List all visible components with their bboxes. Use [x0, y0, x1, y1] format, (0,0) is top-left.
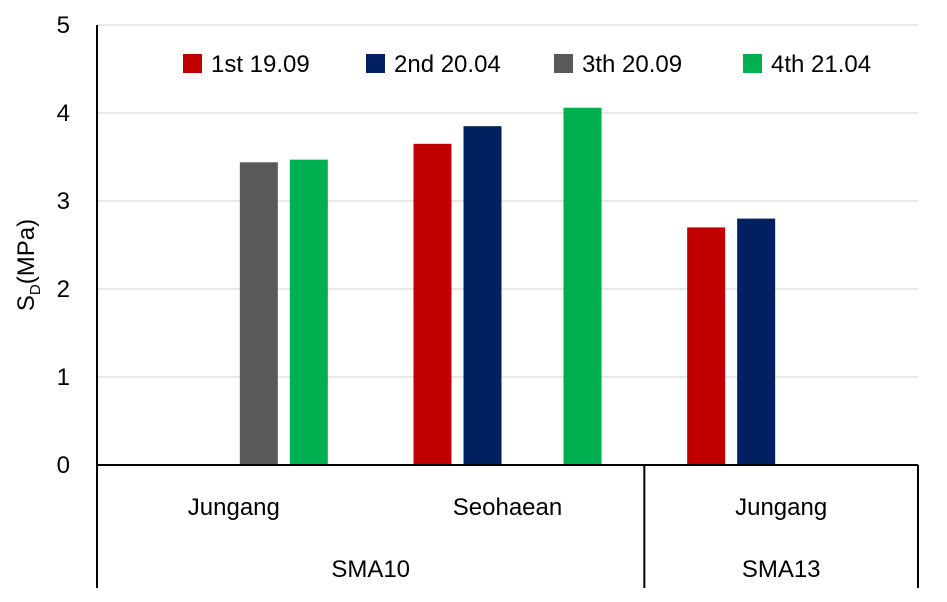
y-axis-label: SD(MPa) [13, 219, 44, 311]
bar [239, 162, 278, 465]
legend-swatch [366, 54, 385, 73]
bar [289, 159, 328, 465]
y-tick-label: 0 [57, 452, 70, 479]
y-tick-label: 3 [57, 188, 70, 215]
bars [239, 107, 776, 466]
y-axis-label-main: S [13, 295, 40, 311]
legend-label: 1st 19.09 [211, 51, 310, 78]
x-category-labels: Jungang Seohaean SMA10 Jungang SMA13 [188, 494, 827, 583]
x-group-label: SMA10 [331, 556, 410, 583]
x-group-label: SMA13 [742, 556, 821, 583]
bar [463, 126, 502, 465]
legend-label: 2nd 20.04 [394, 51, 501, 78]
y-axis-label-sub: D [27, 284, 44, 295]
legend-label: 4th 21.04 [771, 51, 871, 78]
bar [413, 143, 452, 466]
x-category-label: Jungang [188, 494, 280, 521]
y-tick-label: 2 [57, 276, 70, 303]
gridlines [97, 24, 918, 378]
y-axis-label-unit: (MPa) [13, 219, 40, 284]
axes [96, 25, 919, 588]
x-category-label: Seohaean [453, 494, 562, 521]
y-tick-label: 1 [57, 364, 70, 391]
y-tick-label: 4 [57, 100, 70, 127]
legend-swatch [183, 54, 202, 73]
legend-swatch [554, 54, 573, 73]
legend-label: 3th 20.09 [582, 51, 682, 78]
y-tick-labels: 0 1 2 3 4 5 [57, 12, 70, 479]
x-category-label: Jungang [735, 494, 827, 521]
bar [563, 107, 602, 465]
y-tick-label: 5 [57, 12, 70, 39]
bar [737, 218, 776, 465]
legend: 1st 19.09 2nd 20.04 3th 20.09 4th 21.04 [183, 51, 871, 78]
bar [687, 227, 726, 465]
legend-swatch [743, 54, 762, 73]
